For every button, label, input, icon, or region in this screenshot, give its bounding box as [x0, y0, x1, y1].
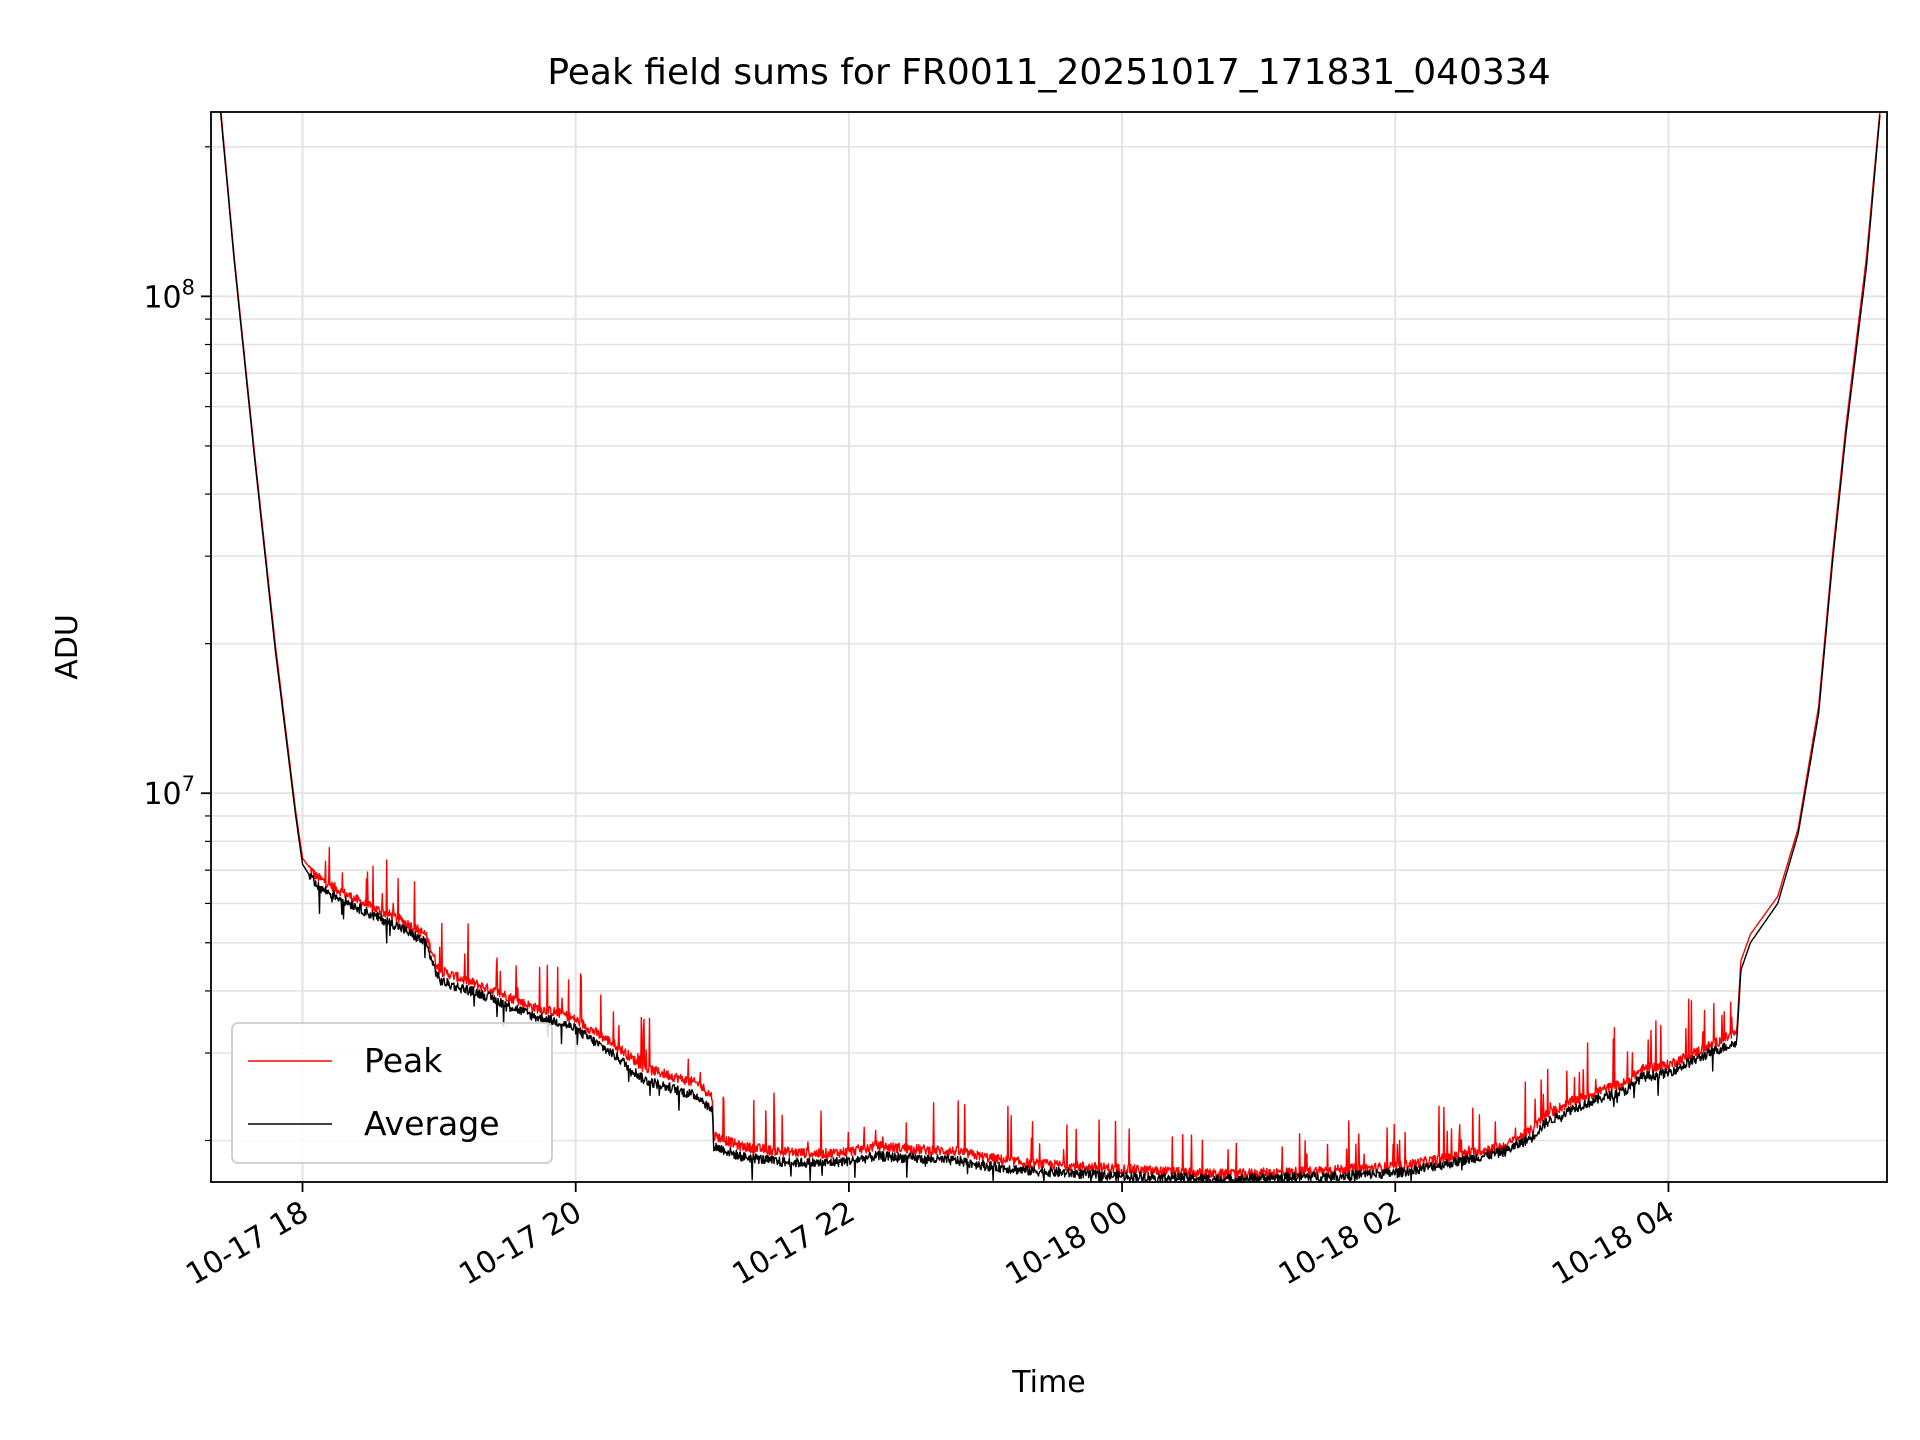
y-tick-label: 108 [143, 275, 195, 315]
legend-label-average: Average [364, 1104, 500, 1143]
y-tick-label: 107 [143, 772, 195, 812]
x-axis-label: Time [1011, 1365, 1085, 1400]
series-line-average [219, 111, 1881, 1183]
y-axis-label: ADU [50, 614, 85, 680]
chart-title: Peak field sums for FR0011_20251017_1718… [547, 52, 1550, 93]
series-line-peak [219, 111, 1881, 1180]
legend-label-peak: Peak [364, 1041, 443, 1080]
axes-frame [210, 111, 1888, 1183]
plot-area [219, 111, 1881, 1183]
legend-box [231, 1022, 553, 1164]
legend: Peak Average [231, 1022, 553, 1164]
